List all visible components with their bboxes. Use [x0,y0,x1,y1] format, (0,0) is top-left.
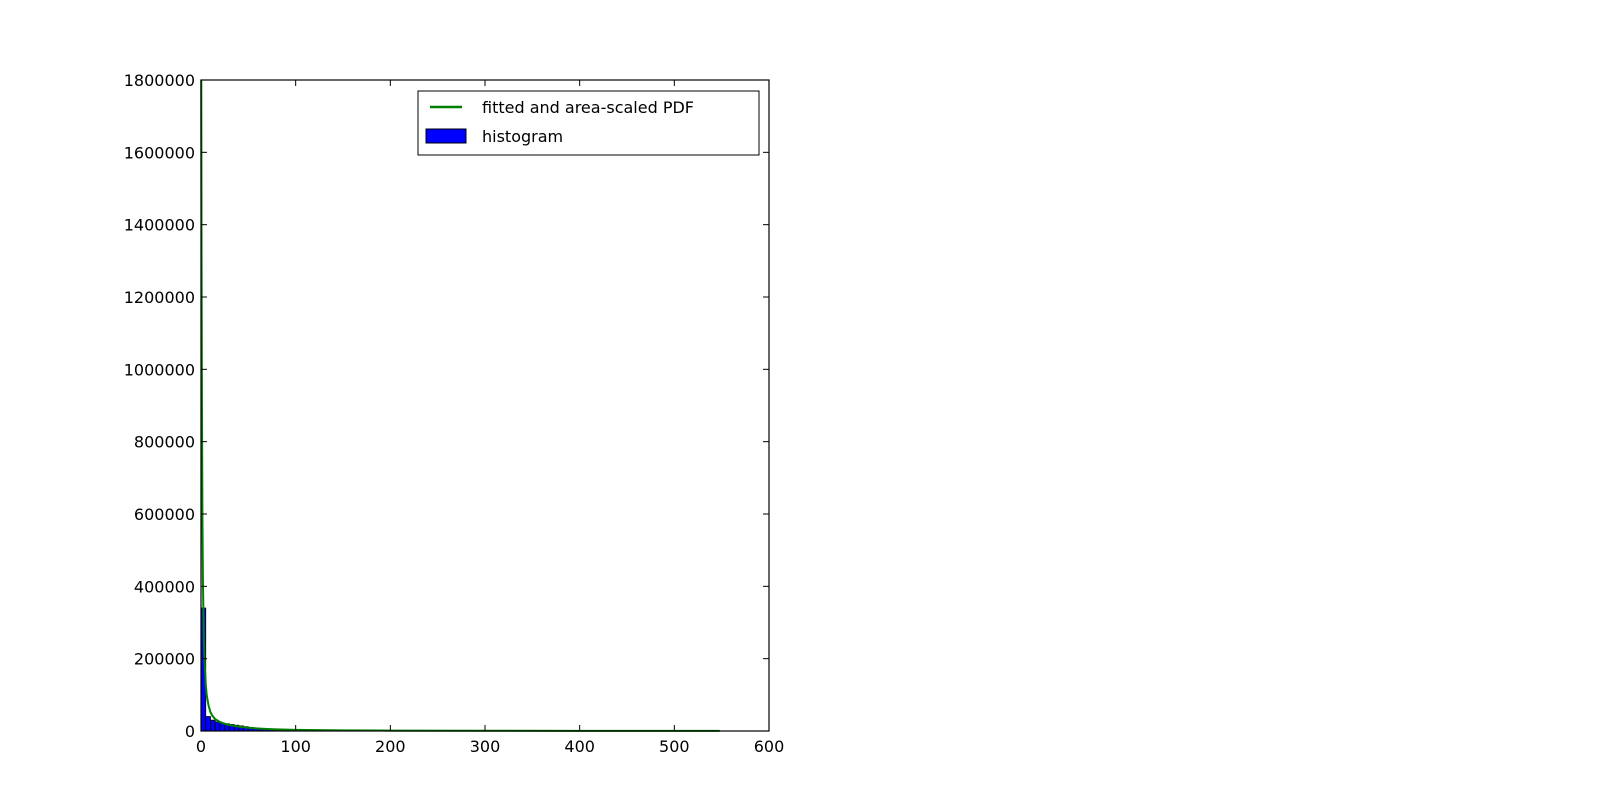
y-tick-label: 400000 [134,577,195,596]
y-tick-label: 1200000 [124,288,195,307]
legend: fitted and area-scaled PDF histogram [417,90,760,156]
histogram-bar [214,721,221,732]
y-tick-label: 600000 [134,505,195,524]
legend-box [417,90,760,156]
histogram-bar [210,719,216,732]
x-tick-label: 0 [196,737,206,756]
x-tick-label: 600 [754,737,785,756]
legend-bar-swatch [425,128,467,144]
legend-label-histogram: histogram [482,127,563,146]
y-tick-label: 1400000 [124,216,195,235]
histogram-bar [205,716,211,732]
y-tick-label: 0 [185,722,195,741]
x-tick-label: 200 [375,737,406,756]
x-tick-label: 100 [280,737,311,756]
x-tick-label: 400 [564,737,595,756]
x-tick-label: 300 [470,737,501,756]
y-tick-label: 800000 [134,433,195,452]
x-tick-label: 500 [659,737,690,756]
y-tick-label: 1800000 [124,71,195,90]
legend-label-pdf: fitted and area-scaled PDF [482,98,694,117]
y-tick-label: 200000 [134,650,195,669]
axis-ticks: 0 100 200 300 400 500 600 0 200000 400000 600000 80… [124,71,785,756]
y-tick-label: 1000000 [124,360,195,379]
y-tick-label: 1600000 [124,143,195,162]
